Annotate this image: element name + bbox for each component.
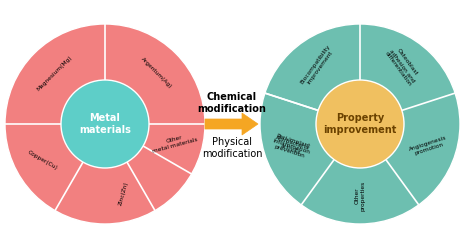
Text: Peri-implant
inflammation
prevention: Peri-implant inflammation prevention [271,132,312,160]
Circle shape [61,80,149,168]
Text: Metal
materials: Metal materials [79,113,131,135]
Text: Other
metal materials: Other metal materials [151,131,199,154]
Text: Zinc(Zn): Zinc(Zn) [118,181,129,206]
Text: Osteoblast
adhesion and
differentiation: Osteoblast adhesion and differentiation [383,44,421,88]
Text: Argentum(Ag): Argentum(Ag) [139,57,173,90]
Text: Physical
modification: Physical modification [202,137,262,159]
Text: Magnesium(Mg): Magnesium(Mg) [36,55,73,92]
Text: Property
improvement: Property improvement [323,113,397,135]
Text: Copper(Cu): Copper(Cu) [27,149,59,171]
Circle shape [260,24,460,224]
Text: Angiogenesis
promotion: Angiogenesis promotion [408,135,449,157]
Polygon shape [205,113,258,135]
Text: Antibacteria
activity: Antibacteria activity [273,136,310,157]
Circle shape [5,24,205,224]
Circle shape [316,80,404,168]
Text: Other
properties: Other properties [355,181,365,211]
Text: Chemical
modification: Chemical modification [198,92,266,114]
Text: Biocompatibility
improvement: Biocompatibility improvement [300,43,336,88]
